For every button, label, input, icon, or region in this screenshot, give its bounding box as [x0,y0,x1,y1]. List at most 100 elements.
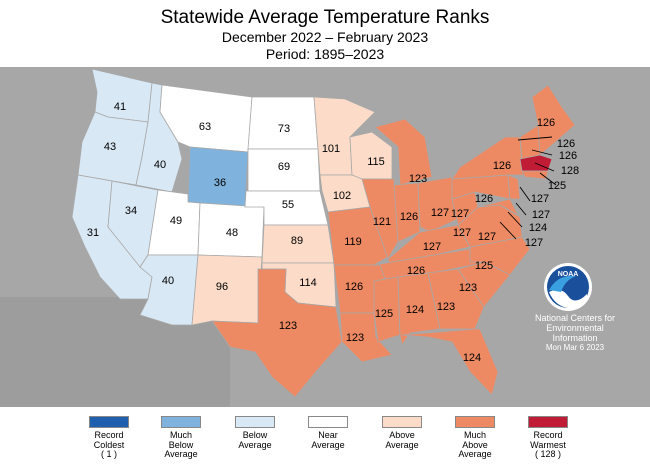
legend-label2: Average [311,439,345,450]
rank-pa: 126 [475,193,493,205]
credit-date: Mon Mar 6 2023 [545,343,605,352]
rank-ga: 123 [437,301,455,313]
state-fl [401,328,499,396]
rank-il: 121 [373,216,391,228]
rank-nh: 126 [559,150,577,162]
rank-va: 127 [451,208,469,220]
state-ga [427,268,485,330]
credit-line2: Environmental [546,323,604,333]
rank-md: 127 [525,237,543,249]
rank-ct: 127 [531,193,549,205]
map-title: Statewide Average Temperature Ranks [160,7,490,28]
legend-label1: Much [463,430,486,440]
rank-nm: 96 [216,281,228,293]
legend-swatch [89,416,129,428]
rank-co: 48 [226,227,238,239]
rank-or: 43 [104,141,116,153]
rank-nc: 127 [478,231,496,243]
rank-ky: 127 [423,241,441,253]
rank-ok: 114 [299,277,317,289]
legend-label3: ( 1 ) [100,449,117,459]
legend-label2: Average [385,439,419,450]
state-mo [327,206,389,266]
legend-label1: Record [533,430,563,440]
rank-me: 126 [537,117,555,129]
legend-label1: Above [389,430,415,440]
noaa-logo-text: NOAA [558,271,579,278]
legend-swatch [528,416,568,428]
rank-id: 40 [154,159,166,171]
noaa-logo-icon: NOAA [544,263,592,311]
rank-wi: 115 [367,156,385,168]
rank-de: 124 [529,222,547,234]
legend-much-above: Much Above Average [440,416,510,460]
rank-tx: 123 [279,320,297,332]
state-ms [373,276,401,343]
rank-wa: 41 [114,101,126,113]
rank-az: 40 [162,275,174,287]
rank-fl: 124 [463,352,481,364]
rank-wv: 127 [453,227,471,239]
rank-sd: 69 [278,161,290,173]
rank-ar: 126 [345,281,363,293]
rank-nd: 73 [278,123,290,135]
legend-swatch [455,416,495,428]
legend-above: Above Average [367,416,437,450]
map-period: Period: 1895–2023 [265,46,385,62]
rank-ia: 102 [333,190,351,202]
legend-record-warmest: Record Warmest ( 128 ) [513,416,583,460]
credit-line1: National Centers for [534,313,616,323]
rank-wy: 36 [214,177,226,189]
state-oh [417,176,459,233]
rank-mo: 119 [344,236,362,248]
rank-ut: 49 [170,215,182,227]
rank-ma: 128 [561,165,579,177]
rank-nj: 127 [532,209,550,221]
credit-line3: Information [552,333,598,343]
legend-label2: Above [462,439,488,450]
legend-label3: Average [458,449,492,459]
rank-al: 124 [406,304,424,316]
legend-record-coldest: Record Coldest ( 1 ) [74,416,144,460]
rank-sc: 125 [475,260,493,272]
legend-label2: Warmest [530,439,566,450]
rank-mi: 123 [409,173,427,185]
legend-swatch [235,416,275,428]
legend-label2: Below [168,439,194,450]
leader-lines [499,136,557,240]
ncei-credit: National Centers for Environmental Infor… [520,313,630,353]
rank-ny: 126 [493,160,511,172]
state-ct-ri [521,170,549,180]
legend-label2: Average [238,439,272,450]
legend-label1: Below [242,430,268,440]
state-nj [507,174,521,200]
rank-mn: 101 [322,143,340,155]
state-tx [211,268,343,398]
legend-swatch [308,416,348,428]
state-rank-labels: 41 43 40 34 31 63 36 49 48 40 96 73 69 5… [87,101,579,364]
rank-oh: 127 [431,207,449,219]
legend-label1: Near [318,430,338,440]
legend: Record Coldest ( 1 ) Much Below Average … [0,410,650,475]
rank-nv: 34 [125,205,137,217]
legend-label3: ( 128 ) [534,449,561,459]
legend-near: Near Average [293,416,363,450]
legend-swatch [161,416,201,428]
state-md-de [477,198,519,216]
rank-ga2: 123 [459,282,477,294]
legend-label1: Much [169,430,192,440]
rank-ri: 125 [548,180,566,192]
legend-label3: Average [164,449,198,459]
rank-ca: 31 [87,227,99,239]
rank-ks: 89 [291,235,303,247]
legend-label1: Record [94,430,124,440]
state-il [361,178,399,260]
us-temperature-rank-map: 41 43 40 34 31 63 36 49 48 40 96 73 69 5… [0,67,650,407]
legend-much-below: Much Below Average [146,416,216,460]
legend-swatch [382,416,422,428]
rank-ms: 125 [375,308,393,320]
rank-mt: 63 [199,121,211,133]
map-subtitle: December 2022 – February 2023 [221,29,429,45]
legend-below: Below Average [220,416,290,450]
rank-la: 123 [346,332,364,344]
